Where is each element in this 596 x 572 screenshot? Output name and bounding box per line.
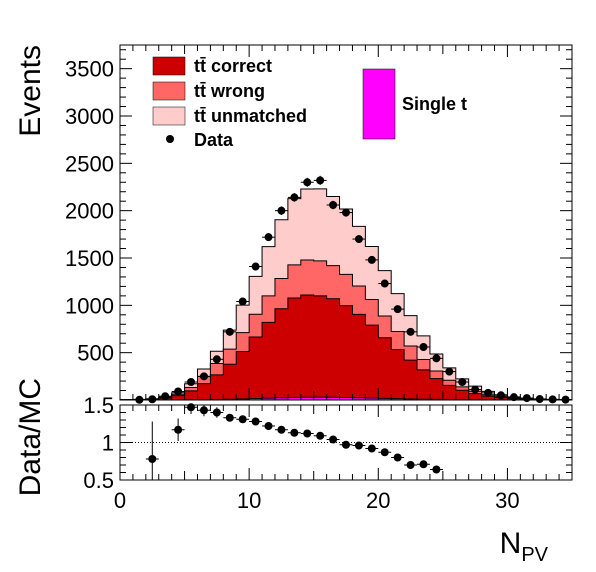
ratio-y-tick-label: 1 — [102, 431, 114, 456]
data-marker — [200, 372, 208, 380]
data-marker — [536, 395, 544, 403]
ratio-marker — [148, 455, 156, 463]
data-marker — [161, 392, 169, 400]
data-marker — [303, 178, 311, 186]
legend-label-tt-correct: tt̄ correct — [194, 56, 272, 76]
data-marker — [277, 207, 285, 215]
legend-label-single-t: Single t — [402, 94, 467, 114]
data-marker — [445, 368, 453, 376]
data-marker — [458, 378, 466, 386]
ratio-marker — [342, 441, 350, 449]
x-axis-title-subscript: PV — [521, 544, 548, 566]
y-tick-label: 1500 — [65, 246, 114, 271]
data-marker — [484, 389, 492, 397]
legend-label-tt-unmatched: tt̄ unmatched — [194, 106, 307, 126]
data-marker — [329, 201, 337, 209]
data-marker — [290, 193, 298, 201]
data-marker — [549, 395, 557, 403]
x-tick-label: 10 — [237, 488, 261, 513]
y-tick-label: 1000 — [65, 293, 114, 318]
data-marker — [174, 387, 182, 395]
data-marker — [368, 256, 376, 264]
legend-swatch-tt-wrong — [153, 82, 185, 100]
legend-label-tt-wrong: tt̄ wrong — [194, 81, 265, 101]
ratio-marker — [394, 454, 402, 462]
data-marker — [148, 395, 156, 403]
data-marker — [523, 394, 531, 402]
x-tick-label: 0 — [114, 488, 126, 513]
ratio-marker — [316, 432, 324, 440]
ratio-y-axis-title: Data/MC — [14, 378, 47, 496]
ratio-marker — [265, 422, 273, 430]
data-marker — [432, 354, 440, 362]
x-tick-label: 20 — [366, 488, 390, 513]
data-marker — [407, 328, 415, 336]
y-tick-label: 2000 — [65, 199, 114, 224]
ratio-marker — [329, 436, 337, 444]
y-axis-title: Events — [14, 45, 47, 137]
x-axis-title-main: N — [500, 527, 522, 560]
ratio-marker — [213, 409, 221, 417]
legend-swatch-tt-correct — [153, 57, 185, 75]
data-marker — [355, 235, 363, 243]
ratio-marker — [381, 448, 389, 456]
data-marker — [213, 355, 221, 363]
ratio-y-tick-label: 0.5 — [83, 468, 114, 493]
data-marker — [342, 209, 350, 217]
y-tick-label: 2500 — [65, 151, 114, 176]
ratio-marker — [200, 406, 208, 414]
ratio-marker — [432, 466, 440, 474]
data-marker — [497, 391, 505, 399]
y-tick-label: 500 — [77, 341, 114, 366]
legend-label-data: Data — [194, 130, 234, 150]
ratio-marker — [407, 461, 415, 469]
ratio-marker — [355, 442, 363, 450]
ratio-marker — [277, 426, 285, 434]
data-marker — [471, 386, 479, 394]
ratio-marker — [239, 415, 247, 423]
y-tick-label: 3000 — [65, 104, 114, 129]
ratio-marker — [187, 403, 195, 411]
data-marker — [419, 343, 427, 351]
ratio-marker — [226, 414, 234, 422]
ratio-y-tick-label: 1.5 — [83, 393, 114, 418]
data-marker — [394, 305, 402, 313]
ratio-marker — [419, 460, 427, 468]
data-marker — [265, 233, 273, 241]
legend-swatch-tt-unmatched — [153, 107, 185, 125]
ratio-marker — [252, 418, 260, 426]
data-marker — [187, 378, 195, 386]
data-marker — [252, 263, 260, 271]
ratio-marker — [368, 445, 376, 453]
legend-swatch-single-t — [363, 69, 395, 139]
data-marker — [316, 176, 324, 184]
x-tick-label: 30 — [495, 488, 519, 513]
legend-marker-data — [166, 135, 174, 143]
ratio-marker — [303, 430, 311, 438]
data-marker — [239, 298, 247, 306]
y-tick-label: 3500 — [65, 57, 114, 82]
ratio-marker — [174, 426, 182, 434]
data-marker — [226, 328, 234, 336]
ratio-marker — [290, 429, 298, 437]
data-marker — [381, 280, 389, 288]
